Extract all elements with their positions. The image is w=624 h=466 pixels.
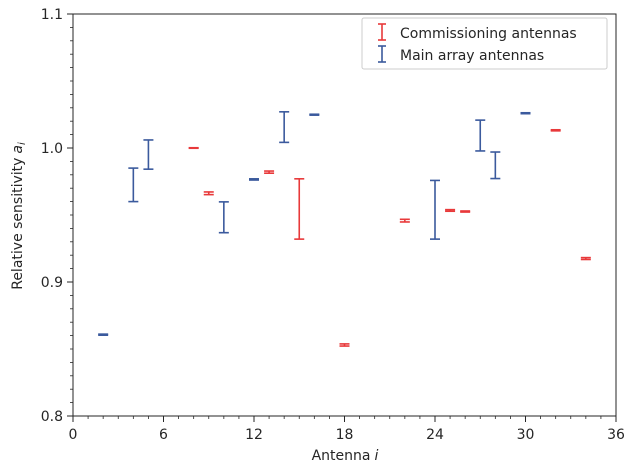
error-bars (98, 111, 591, 347)
ticks: 0 6 12 18 24 30 36 0.8 0.9 1.0 1.1 (41, 7, 624, 443)
error-bar (580, 256, 591, 261)
error-bar (445, 208, 456, 213)
y-tick-label: 1.1 (41, 7, 63, 23)
error-bar (249, 178, 259, 181)
error-bar (430, 179, 440, 240)
legend-box (361, 17, 608, 70)
error-bar (490, 151, 501, 180)
series-commissioning (188, 128, 591, 347)
error-bar (218, 201, 229, 234)
y-axis-label-var: a (10, 145, 26, 154)
error-bar (399, 218, 410, 223)
x-axis-label-var: i (375, 448, 379, 464)
error-bar (339, 343, 350, 347)
axes (72, 13, 617, 417)
y-tick-label: 0.9 (41, 275, 63, 291)
x-tick-label: 18 (336, 427, 354, 443)
legend-marker-main (378, 45, 386, 63)
error-bar (264, 170, 275, 174)
x-tick-label: 6 (159, 427, 168, 443)
x-tick-label: 36 (607, 427, 624, 443)
legend-label-main: Main array antennas (400, 48, 544, 64)
x-tick-label: 12 (245, 427, 263, 443)
error-bar (294, 178, 305, 240)
error-bar (279, 111, 290, 144)
legend: Commissioning antennas Main array antenn… (361, 17, 608, 70)
plot-frame (72, 13, 617, 417)
x-axis-label-text: Antenna (312, 448, 371, 464)
legend-marker-commissioning (378, 23, 386, 41)
y-tick-label: 1.0 (41, 141, 63, 157)
x-tick-label: 24 (426, 427, 444, 443)
error-bar (203, 191, 214, 196)
error-bar (188, 146, 199, 150)
y-tick-label: 0.8 (41, 409, 63, 425)
error-bar (550, 128, 561, 132)
error-bar (460, 210, 471, 213)
x-axis-label: Antenna i (312, 448, 379, 464)
error-bar (520, 111, 531, 115)
error-bar (475, 119, 486, 152)
series-main (98, 111, 531, 336)
x-tick-label: 0 (69, 427, 78, 443)
error-bar (143, 139, 154, 170)
error-bar (98, 333, 109, 336)
x-tick-label: 30 (517, 427, 535, 443)
y-axis-label-text: Relative sensitivity (10, 158, 26, 290)
y-axis-label: Relative sensitivity ai (10, 142, 28, 290)
y-axis-label-sub: i (17, 142, 28, 145)
legend-label-commissioning: Commissioning antennas (400, 26, 577, 42)
error-bar (309, 113, 320, 116)
error-bar (128, 167, 139, 203)
